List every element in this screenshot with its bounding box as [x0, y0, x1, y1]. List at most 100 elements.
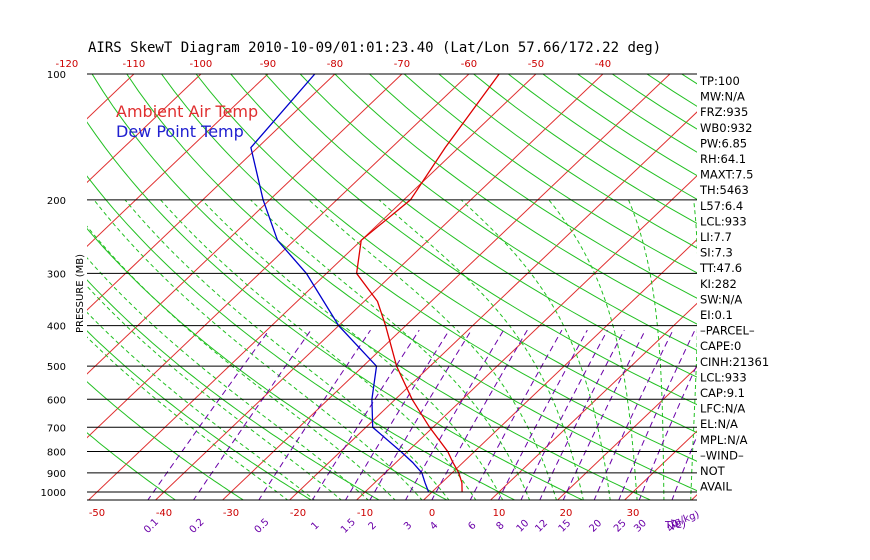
isotherm-line	[221, 74, 671, 500]
moist-adiabat-line	[87, 225, 396, 500]
temp-tick-label-top: -40	[595, 59, 611, 70]
mixing-ratio-line	[562, 329, 646, 500]
y-axis-label: PRESSURE (MB)	[75, 254, 86, 333]
mixing-ratio-line	[539, 329, 625, 500]
mixing-ratio-tick-label: 1.5	[339, 517, 358, 536]
isotherm-line	[87, 74, 470, 439]
moist-adiabat-line	[308, 199, 557, 500]
dry-adiabat-line	[473, 74, 697, 224]
isotherm-line	[87, 74, 202, 184]
pressure-tick-label: 700	[47, 423, 66, 434]
temp-tick-label-bottom: 10	[493, 508, 506, 519]
index-label: –WIND–	[700, 448, 744, 462]
isotherm-line	[288, 111, 697, 500]
temp-tick-label-top: -80	[327, 59, 343, 70]
pressure-tick-label: 300	[47, 269, 66, 280]
mixing-ratio-line	[369, 329, 472, 500]
index-label: FRZ:935	[700, 105, 748, 119]
index-label: EI:0.1	[700, 308, 733, 322]
index-label: CAPE:0	[700, 339, 741, 353]
index-label: AVAIL	[700, 480, 733, 494]
mixing-ratio-tick-label: 8	[495, 520, 507, 532]
temp-tick-label-top: -50	[528, 59, 544, 70]
index-label: CINH:21361	[700, 355, 769, 369]
mixing-ratio-line	[638, 363, 697, 500]
mixing-ratio-tick-label: 10	[515, 518, 532, 535]
moist-adiabat-line	[124, 199, 450, 500]
moist-adiabat-line	[87, 257, 369, 500]
mixing-ratio-line	[258, 329, 371, 500]
mixing-ratio-line	[671, 434, 697, 500]
moist-adiabat-line	[87, 311, 316, 500]
mixing-ratio-line	[497, 329, 588, 500]
dry-adiabat-line	[91, 74, 652, 500]
index-label: MPL:N/A	[700, 433, 748, 447]
index-label: MW:N/A	[700, 90, 745, 104]
temp-tick-label-bottom: -50	[89, 508, 105, 519]
index-label: KI:282	[700, 277, 737, 291]
moist-adiabat-line	[378, 199, 584, 500]
moist-adiabat-line	[93, 199, 423, 500]
mixing-ratio-tick-label: 0.5	[253, 517, 272, 536]
temp-tick-label-bottom: -30	[223, 508, 239, 519]
moist-adiabat-line	[160, 199, 477, 500]
isotherm-line	[87, 74, 269, 247]
moist-adiabat-line	[87, 285, 343, 500]
index-label: PW:6.85	[700, 136, 747, 150]
temp-tick-label-top: -100	[190, 59, 213, 70]
mixing-ratio-tick-label: 20	[587, 518, 604, 535]
legend: Ambient Air Temp Dew Point Temp	[116, 102, 258, 141]
mixing-ratio-line	[593, 329, 674, 500]
isotherm-line	[422, 238, 697, 500]
dry-adiabat-line	[195, 74, 697, 434]
index-label: LCL:933	[700, 214, 747, 228]
dry-adiabat-line	[87, 175, 516, 500]
index-label: EL:N/A	[700, 417, 738, 431]
temp-tick-label-top: -120	[56, 59, 79, 70]
pressure-tick-label: 500	[47, 362, 66, 373]
mixing-ratio-tick-label: 4	[428, 520, 440, 532]
temp-tick-label-top: -90	[260, 59, 276, 70]
index-label: –PARCEL–	[700, 324, 755, 338]
mixing-ratio-tick-label: 25	[612, 518, 629, 535]
isotherm-line	[758, 74, 870, 501]
dry-adiabat-line	[87, 432, 177, 500]
dry-adiabat-line	[507, 74, 697, 200]
mixing-ratio-line	[311, 329, 420, 500]
dry-adiabat-line	[87, 381, 245, 500]
mixing-ratio-line	[147, 329, 270, 500]
mixing-ratio-tick-label: 1	[309, 520, 321, 532]
index-label: TP:100	[699, 74, 740, 88]
dry-adiabat-line	[126, 74, 697, 492]
mixing-ratio-tick-label: 0.2	[188, 517, 207, 536]
temp-tick-label-top: -60	[461, 59, 477, 70]
index-label: TT:47.6	[699, 261, 742, 275]
dry-adiabat-line	[646, 74, 697, 107]
temp-tick-label-bottom: 0	[429, 508, 435, 519]
pressure-tick-label: 800	[47, 447, 66, 458]
dry-adiabat-line	[265, 74, 697, 378]
pressure-tick-label: 200	[47, 196, 66, 207]
isotherm-line	[489, 302, 697, 500]
isotherm-line	[0, 74, 67, 501]
index-label: SI:7.3	[700, 246, 733, 260]
dry-adiabat-line	[161, 74, 697, 462]
mixing-ratio-tick-label: 30	[632, 518, 649, 535]
dry-adiabat-line	[369, 74, 697, 299]
pressure-tick-label: 1000	[41, 488, 66, 499]
index-label: WB0:932	[700, 121, 752, 135]
index-label: L57:6.4	[700, 199, 743, 213]
moist-adiabat-line	[690, 199, 697, 500]
legend-dew-point: Dew Point Temp	[116, 122, 244, 141]
moist-adiabat-line	[250, 199, 531, 500]
index-label: RH:64.1	[700, 152, 746, 166]
dry-adiabat-line	[299, 74, 697, 351]
mixing-ratio-tick-label: 15	[557, 518, 574, 535]
dry-adiabat-line	[87, 330, 313, 500]
dry-adiabat-line	[334, 74, 697, 325]
x-axis-label: T(C)	[664, 520, 686, 531]
dew-point-temp-line	[250, 74, 430, 493]
pressure-tick-label: 600	[47, 395, 66, 406]
